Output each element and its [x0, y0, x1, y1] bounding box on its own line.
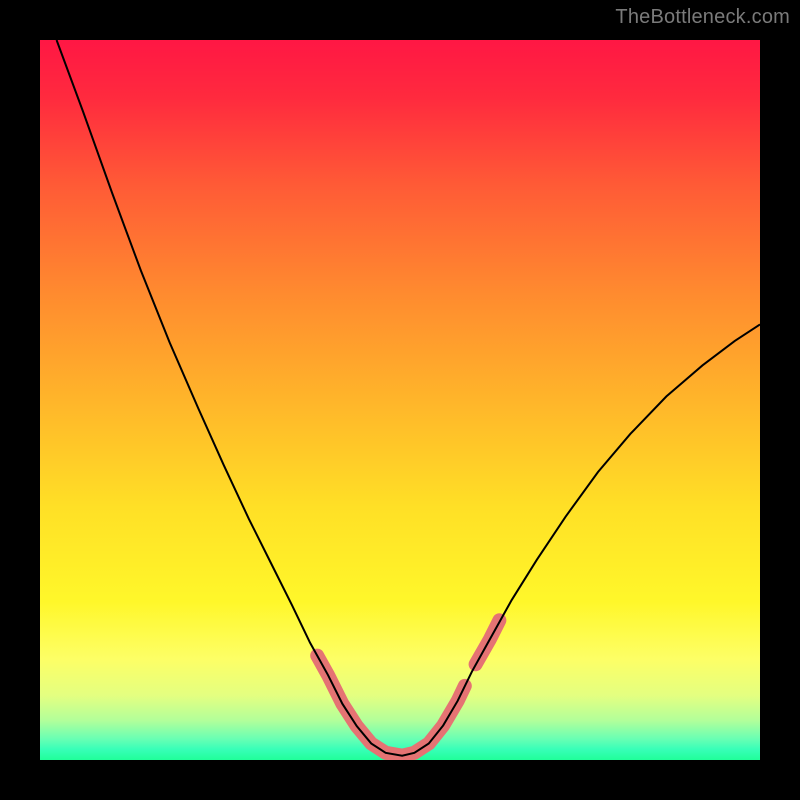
stage: TheBottleneck.com [0, 0, 800, 800]
chart-svg [0, 0, 800, 800]
plot-background [40, 40, 760, 760]
watermark-text: TheBottleneck.com [615, 6, 790, 29]
